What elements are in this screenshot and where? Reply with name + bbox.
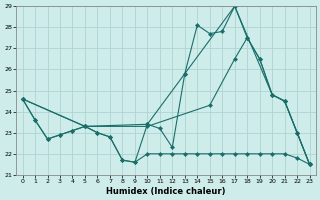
X-axis label: Humidex (Indice chaleur): Humidex (Indice chaleur): [106, 187, 226, 196]
